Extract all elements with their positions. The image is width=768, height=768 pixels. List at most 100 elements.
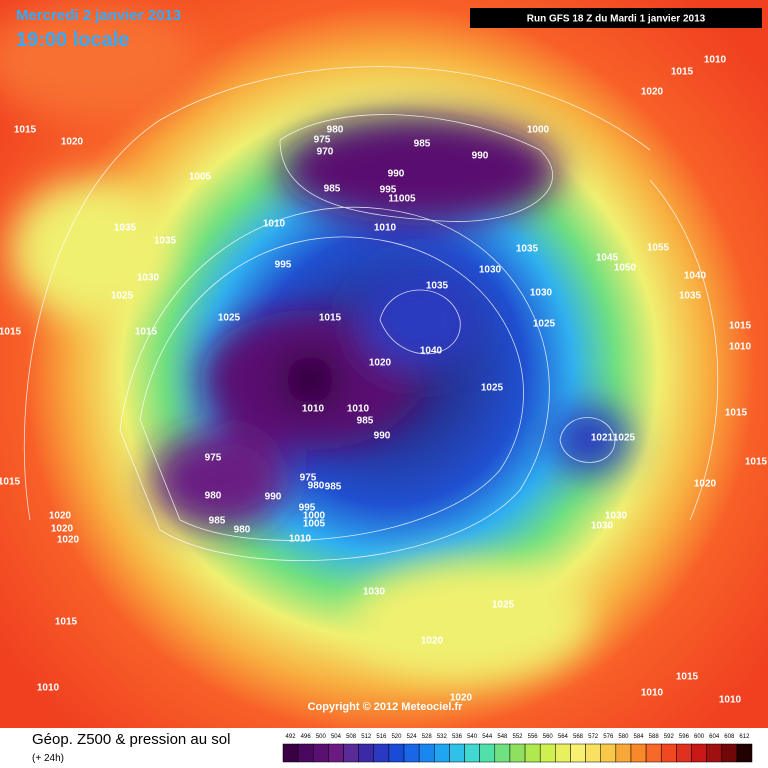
pressure-label: 1020 — [450, 693, 473, 704]
colorbar-tick-label: 520 — [391, 734, 402, 740]
colorbar-swatch — [706, 743, 722, 763]
pressure-label: 990 — [388, 169, 405, 180]
time: 19:00 locale — [16, 29, 129, 51]
pressure-label: 1025 — [111, 291, 134, 302]
pressure-label: 1020 — [57, 535, 80, 546]
run-box — [470, 8, 762, 28]
pressure-label: 980 — [308, 481, 325, 492]
colorbar-swatch — [358, 743, 375, 763]
pressure-label: 1030 — [530, 288, 553, 299]
pressure-label: 1010 — [719, 695, 742, 706]
colorbar-tick-label: 592 — [664, 734, 675, 740]
colorbar-swatch — [630, 743, 647, 763]
pressure-label: 1030 — [591, 521, 614, 532]
colorbar-swatch — [328, 743, 344, 763]
colorbar-swatch — [449, 743, 465, 763]
pressure-label: 990 — [374, 431, 391, 442]
pressure-label: 1015 — [135, 327, 158, 338]
colorbar-tick-label: 556 — [528, 734, 539, 740]
pressure-label: 1010 — [729, 342, 752, 353]
colorbar-tick-label: 536 — [452, 734, 463, 740]
colorbar-tick-label: 528 — [422, 734, 433, 740]
pressure-label: 975 — [314, 135, 331, 146]
colorbar-tick-label: 588 — [649, 734, 660, 740]
colorbar-swatch — [555, 743, 571, 763]
pressure-label: 1035 — [154, 236, 177, 247]
pressure-label: 1040 — [684, 271, 707, 282]
pressure-label: 1005 — [303, 519, 326, 530]
colorbar-tick-label: 564 — [558, 734, 569, 740]
pressure-label: 1020 — [51, 524, 74, 535]
colorbar-tick-label: 572 — [588, 734, 599, 740]
colorbar-tick-label: 552 — [512, 734, 523, 740]
pressure-label: 1010 — [302, 404, 325, 415]
colorbar-tick-label: 544 — [482, 734, 493, 740]
colorbar-swatch — [570, 743, 586, 763]
pressure-label: 1035 — [679, 291, 702, 302]
pressure-label: 1025 — [492, 600, 515, 611]
colorbar-swatch — [343, 743, 359, 763]
pressure-label: 1021 — [591, 433, 614, 444]
pressure-label: 985 — [414, 139, 431, 150]
pressure-label: 1015 — [0, 327, 22, 338]
pressure-label: 975 — [300, 473, 317, 484]
pressure-label: 980 — [205, 491, 222, 502]
colorbar-swatch — [313, 743, 329, 763]
pressure-label: 1015 — [671, 67, 694, 78]
colorbar-tick-label: 604 — [709, 734, 720, 740]
colorbar-tick-label: 508 — [346, 734, 357, 740]
colorbar-tick-label: 540 — [467, 734, 478, 740]
pressure-label: 1010 — [347, 404, 370, 415]
colorbar-tick-label: 532 — [437, 734, 448, 740]
pressure-label: 990 — [265, 492, 282, 503]
pressure-label: 1015 — [725, 408, 748, 419]
colorbar-tick-label: 612 — [739, 734, 750, 740]
pressure-label: 990 — [472, 151, 489, 162]
colorbar-swatch — [464, 743, 480, 763]
pressure-label: 1010 — [289, 534, 312, 545]
colorbar-swatch — [585, 743, 601, 763]
colorbar-swatch — [676, 743, 692, 763]
pressure-label: 1035 — [114, 223, 137, 234]
colorbar-swatch — [434, 743, 450, 763]
colorbar-swatch — [660, 743, 677, 763]
pressure-label: 1030 — [137, 273, 160, 284]
pressure-label: 1030 — [605, 511, 628, 522]
pressure-label: 1000 — [527, 125, 550, 136]
pressure-label: 980 — [327, 125, 344, 136]
pressure-label: 1015 — [0, 477, 21, 488]
pressure-label: 1035 — [516, 244, 539, 255]
pressure-label: 1020 — [61, 137, 84, 148]
pressure-label: 1010 — [374, 223, 397, 234]
colorbar-swatch — [479, 743, 496, 763]
pressure-label: 1020 — [694, 479, 717, 490]
pressure-label: 995 — [299, 503, 316, 514]
pressure-label: 1045 — [596, 253, 619, 264]
pressure-label: 1015 — [14, 125, 37, 136]
colorbar-tick-label: 568 — [573, 734, 584, 740]
pressure-label: 1025 — [533, 319, 556, 330]
pressure-label: 995 — [275, 260, 292, 271]
pressure-label: 1055 — [647, 243, 670, 254]
colorbar-swatch — [509, 743, 526, 763]
colorbar: 492 496 500 504 508 512 516 520 524 528 532 536 540 5… — [282, 734, 753, 763]
colorbar-swatch — [297, 743, 314, 763]
colorbar-tick-label: 496 — [301, 734, 312, 740]
pressure-label: 1025 — [218, 313, 241, 324]
pressure-label: 1030 — [363, 587, 386, 598]
pressure-label: 1020 — [641, 87, 664, 98]
pressure-label: 1010 — [263, 219, 286, 230]
colorbar-swatch — [373, 743, 390, 763]
colorbar-tick-label: 504 — [331, 734, 342, 740]
colorbar-tick-label: 576 — [603, 734, 614, 740]
colorbar-swatch — [691, 743, 707, 763]
pressure-label: 970 — [317, 147, 334, 158]
colorbar-swatch — [721, 743, 738, 763]
colorbar-swatch — [403, 743, 420, 763]
pressure-label: 1015 — [745, 457, 768, 468]
pressure-label: 1015 — [676, 672, 699, 683]
colorbar-swatch — [282, 743, 299, 763]
pressure-label: 995 — [380, 185, 397, 196]
pressure-label: 985 — [325, 482, 342, 493]
